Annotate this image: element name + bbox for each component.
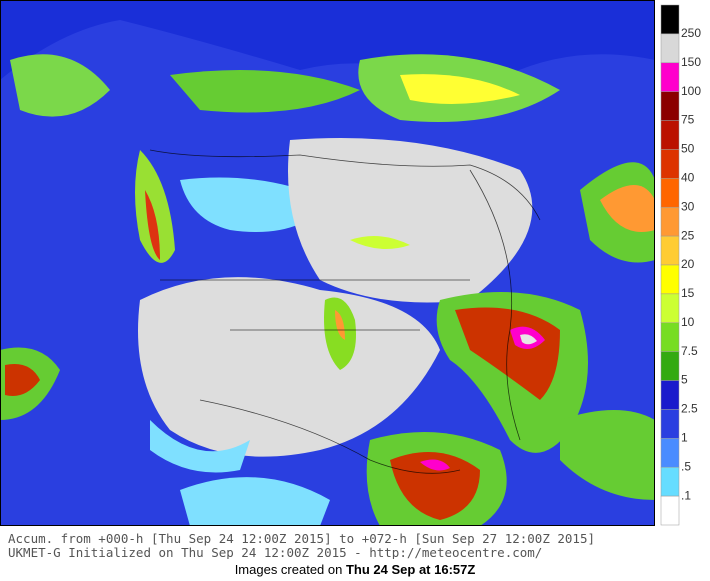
colorbar-segment <box>660 4 680 35</box>
colorbar-label: 15 <box>681 286 695 300</box>
colorbar-label: 30 <box>681 199 695 213</box>
caption-line: Accum. from +000-h [Thu Sep 24 12:00Z 20… <box>8 531 595 546</box>
colorbar-label: 50 <box>681 142 695 156</box>
colorbar-segment <box>660 351 680 381</box>
footer-date: Thu 24 Sep at 16:57Z <box>345 562 476 577</box>
colorbar-label: 20 <box>681 257 695 271</box>
colorbar-label: .1 <box>681 488 691 502</box>
footer: Images created on Thu 24 Sep at 16:57Z <box>0 559 710 581</box>
colorbar-segment <box>660 149 680 179</box>
colorbar-segment <box>660 380 680 410</box>
colorbar-segment <box>660 91 680 121</box>
colorbar-segment <box>660 62 680 92</box>
colorbar-label: 7.5 <box>681 344 698 358</box>
colorbar-segment <box>660 409 680 439</box>
colorbar-label: 10 <box>681 315 695 329</box>
colorbar-label: 1 <box>681 431 688 445</box>
colorbar-segment <box>660 33 680 64</box>
colorbar-label: 250 <box>681 26 701 40</box>
colorbar-label: .5 <box>681 459 691 473</box>
colorbar-segment <box>660 293 680 324</box>
colorbar-label: 150 <box>681 55 701 69</box>
colorbar-label: 40 <box>681 171 695 185</box>
colorbar-label: 25 <box>681 228 695 242</box>
colorbar-segment <box>660 178 680 208</box>
colorbar-segment <box>660 120 680 150</box>
map-image <box>0 0 655 526</box>
colorbar-label: 5 <box>681 373 688 387</box>
footer-text: Images created on <box>234 562 346 577</box>
colorbar-label: 75 <box>681 113 695 127</box>
colorbar-segment <box>660 438 680 468</box>
colorbar-segment <box>660 322 680 352</box>
colorbar-segment <box>660 206 680 237</box>
colorbar-segment <box>660 264 680 295</box>
colorbar-segment <box>660 235 680 266</box>
caption-line: UKMET-G Initialized on Thu Sep 24 12:00Z… <box>8 545 543 560</box>
colorbar-segment <box>660 466 680 497</box>
colorbar-label: 100 <box>681 84 701 98</box>
colorbar-label: 2.5 <box>681 402 698 416</box>
colorbar-segment <box>660 495 680 526</box>
colorbar: 250 150 100 75 50 40 30 25 20 15 10 7.5 5 2.5 1 .5 .1 <box>660 4 701 526</box>
